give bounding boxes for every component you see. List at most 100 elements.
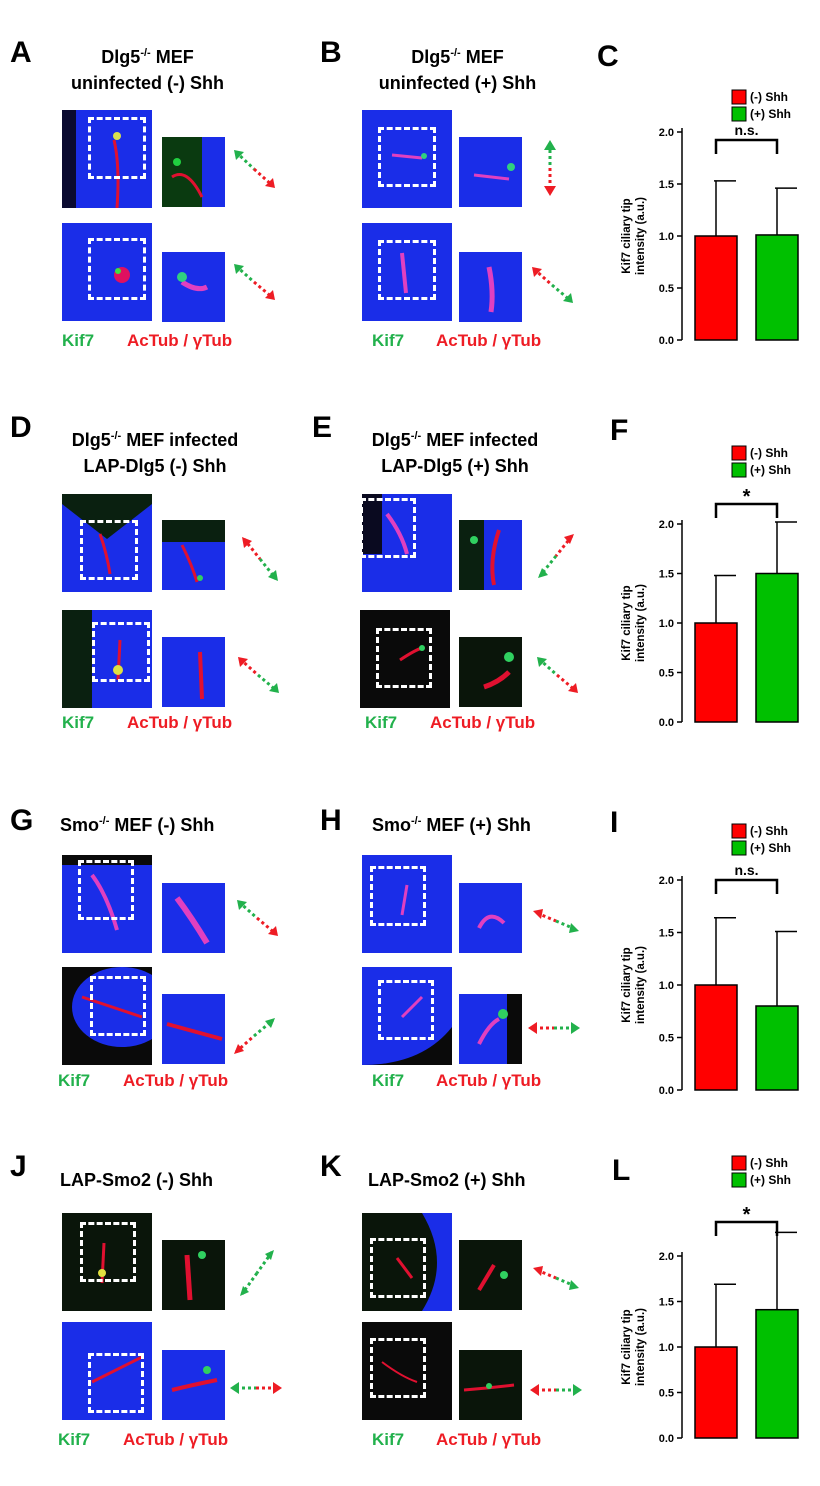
- panel-letter-d: D: [10, 411, 32, 444]
- y-tick-label: 0.0: [659, 1433, 674, 1445]
- micrograph-k-top-zoom: [459, 1240, 522, 1310]
- y-tick-label: 2.0: [659, 127, 674, 139]
- y-axis-label: Kif7 ciliary tip intensity (a.u.): [621, 1308, 647, 1386]
- bar: [694, 235, 738, 341]
- panel-letter-g: G: [10, 804, 34, 837]
- y-axis-label: Kif7 ciliary tip intensity (a.u.): [621, 197, 647, 275]
- significance-bracket: [714, 878, 779, 894]
- micrograph-j-bottom: [62, 1322, 152, 1420]
- arrow-icon: [237, 900, 278, 936]
- channel-label-red: AcTub / γTub: [123, 1071, 229, 1090]
- channel-label-green: Kif7: [58, 1430, 91, 1449]
- micrograph-e-bottom: [360, 610, 450, 708]
- bar: [755, 1308, 799, 1439]
- panel-title-d: Dlg5-/- MEF infected LAP-Dlg5 (-) Shh: [71, 430, 239, 476]
- channel-label-green: Kif7: [365, 713, 398, 732]
- micrograph-a-top: [62, 110, 152, 208]
- legend-label: (+) Shh: [750, 1173, 791, 1187]
- bar-chart-i: (-) Shh (+) Shh 0.0 0.5 1.0 1.5 2.0 Kif7 ciliar…: [621, 823, 799, 1097]
- panel-letter-h: H: [320, 804, 342, 837]
- channel-label-red: AcTub / γTub: [127, 331, 233, 350]
- panel-title-k: LAP-Smo2 (+) Shh: [368, 1170, 526, 1190]
- inset-box: [378, 240, 436, 300]
- bar: [755, 234, 799, 341]
- arrow-icon: [230, 1382, 282, 1394]
- micrograph-e-top-zoom: [459, 520, 522, 590]
- y-tick-label: 0.5: [659, 668, 674, 680]
- channel-label-red: AcTub / γTub: [123, 1430, 229, 1449]
- significance-bracket: [714, 502, 779, 518]
- y-axis-label-line2: intensity (a.u.): [635, 1308, 647, 1386]
- legend-swatch: [731, 106, 747, 122]
- arrow-icon: [240, 1250, 274, 1296]
- bar: [694, 1346, 738, 1439]
- arrow-icon: [537, 657, 578, 693]
- panel-title-b: Dlg5-/- MEF uninfected (+) Shh: [378, 47, 537, 93]
- micrograph-b-bottom-zoom: [459, 252, 522, 322]
- y-axis-label-line2: intensity (a.u.): [635, 946, 647, 1024]
- legend-swatch: [731, 823, 747, 839]
- panel-title-j: LAP-Smo2 (-) Shh: [60, 1170, 213, 1190]
- y-axis-label-line2: intensity (a.u.): [635, 197, 647, 275]
- y-tick-label: 1.0: [659, 980, 674, 992]
- micrograph-h-top: [362, 855, 452, 953]
- arrow-icon: [533, 1266, 579, 1290]
- y-tick-label: 2.0: [659, 875, 674, 887]
- micrograph-e-top: [362, 494, 452, 592]
- panel-letter-b: B: [320, 36, 342, 69]
- panel-letter-e: E: [312, 411, 333, 444]
- y-tick-label: 1.5: [659, 1297, 674, 1309]
- arrow-icon: [234, 150, 275, 188]
- inset-box: [88, 238, 146, 300]
- inset-box: [88, 117, 146, 179]
- y-tick-label: 1.5: [659, 569, 674, 581]
- inset-box: [88, 1353, 144, 1413]
- channel-label-red: AcTub / γTub: [430, 713, 536, 732]
- y-tick-label: 2.0: [659, 519, 674, 531]
- bar: [755, 1005, 799, 1091]
- significance-label: *: [743, 1204, 751, 1226]
- legend-label: (+) Shh: [750, 463, 791, 477]
- legend-label: (-) Shh: [750, 1156, 788, 1170]
- panel-letter-l: L: [612, 1154, 631, 1187]
- micrograph-j-bottom-zoom: [162, 1350, 225, 1420]
- y-tick-label: 0.0: [659, 335, 674, 347]
- legend-label: (+) Shh: [750, 841, 791, 855]
- y-tick-label: 0.0: [659, 717, 674, 729]
- y-axis-label-line1: Kif7 ciliary tip: [621, 1309, 633, 1384]
- panel-letter-c: C: [597, 40, 619, 73]
- micrograph-k-bottom-zoom: [459, 1350, 522, 1420]
- y-tick-label: 0.5: [659, 1033, 674, 1045]
- bar: [755, 572, 799, 723]
- micrograph-e-bottom-zoom: [459, 637, 522, 707]
- legend-swatch: [731, 445, 747, 461]
- channel-label-green: Kif7: [372, 1071, 405, 1090]
- inset-box: [360, 498, 416, 558]
- micrograph-b-bottom: [362, 223, 452, 321]
- y-tick-label: 1.5: [659, 179, 674, 191]
- bar: [694, 622, 738, 723]
- legend-swatch: [731, 89, 747, 105]
- bar-chart-c: (-) Shh (+) Shh 0.0 0.5 1.0 1.5 2.0 Kif7 ciliar…: [621, 89, 799, 347]
- inset-box: [370, 1338, 426, 1398]
- micrograph-a-top-zoom: [162, 137, 225, 207]
- legend-label: (-) Shh: [750, 446, 788, 460]
- panel-letter-a: A: [10, 36, 32, 69]
- significance-label: n.s.: [734, 122, 758, 138]
- panel-title-h: Smo-/- MEF (+) Shh: [372, 815, 531, 835]
- inset-box: [370, 866, 426, 926]
- arrow-icon: [234, 1018, 275, 1054]
- legend-swatch: [731, 1172, 747, 1188]
- micrograph-d-bottom-zoom: [162, 637, 225, 707]
- micrograph-j-top: [62, 1213, 152, 1311]
- y-tick-label: 2.0: [659, 1251, 674, 1263]
- arrow-icon: [544, 140, 556, 196]
- panel-letter-i: I: [610, 806, 619, 839]
- y-tick-label: 1.0: [659, 1342, 674, 1354]
- arrow-icon: [242, 537, 278, 581]
- micrograph-g-top-zoom: [162, 883, 225, 953]
- significance-bracket: [714, 138, 779, 154]
- legend-swatch: [731, 1155, 747, 1171]
- legend-swatch: [731, 840, 747, 856]
- significance-label: n.s.: [734, 862, 758, 878]
